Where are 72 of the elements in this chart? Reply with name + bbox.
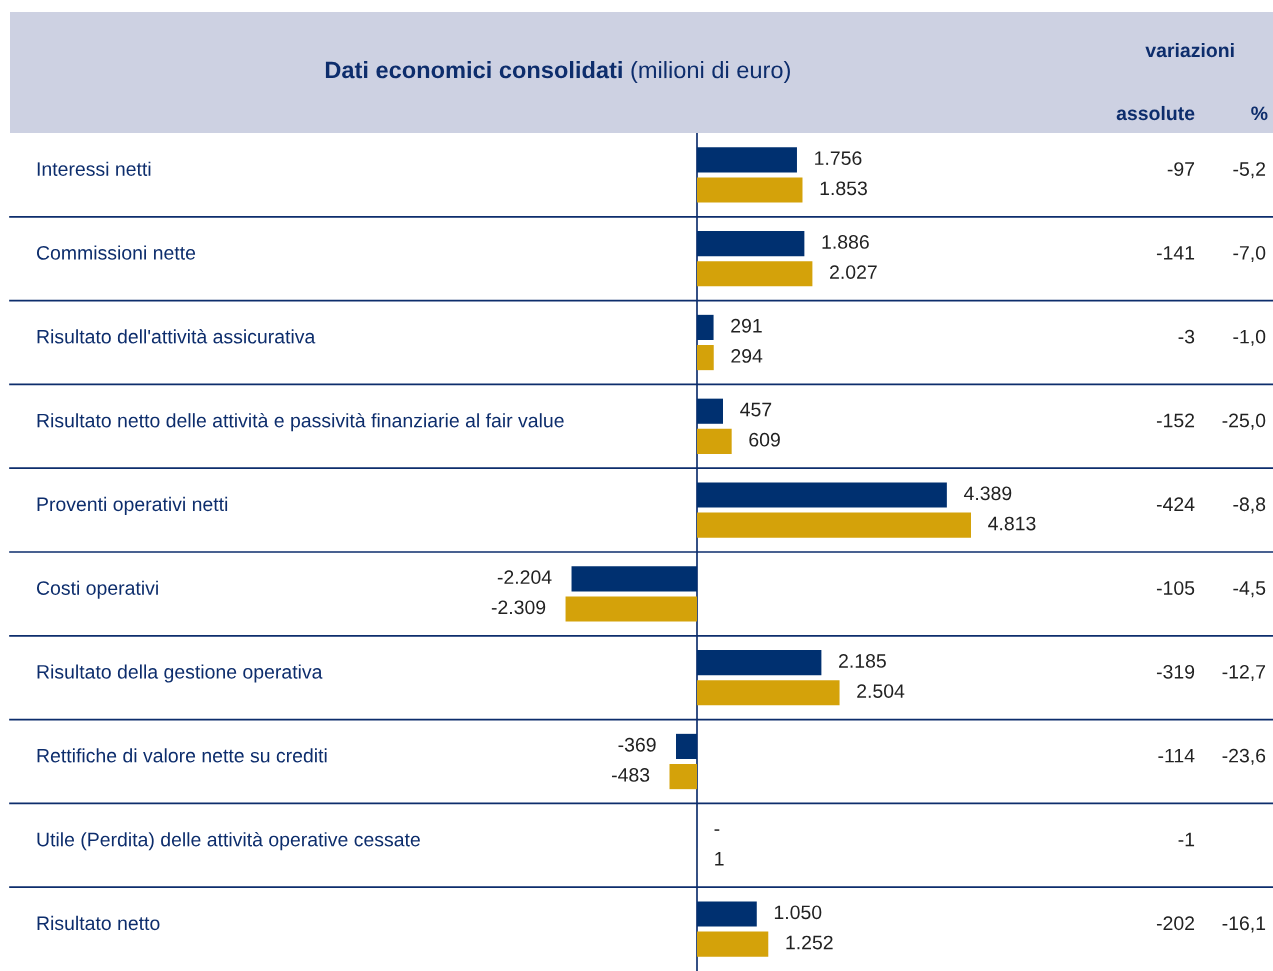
data-label: 1: [715, 852, 724, 866]
text: -3: [1178, 329, 1195, 344]
text: -114: [1158, 748, 1195, 763]
text: -4,5: [1233, 581, 1266, 598]
data-label: 1.252: [786, 935, 833, 950]
text: -25,0: [1222, 413, 1266, 430]
text: -16,1: [1222, 916, 1266, 933]
y-tick-label: Proventi operativi netti: [37, 496, 228, 515]
bar: [697, 482, 947, 508]
text: -7,0: [1233, 245, 1266, 263]
text: -97: [1167, 162, 1195, 176]
text: -12,7: [1222, 664, 1266, 682]
y-tick-label: Utile (Perdita) delle attività operative cessate: [37, 831, 420, 851]
text: -: [714, 829, 720, 831]
data-label: 1.853: [820, 181, 867, 196]
bar: [697, 177, 803, 203]
data-label: 4.813: [988, 516, 1036, 531]
bar: [697, 650, 822, 676]
data-label: 291: [731, 318, 762, 333]
text: -202: [1156, 916, 1195, 931]
text: -5,2: [1233, 162, 1266, 179]
bar: [697, 398, 724, 424]
text: -319: [1156, 664, 1195, 679]
text: -8,8: [1233, 497, 1266, 514]
text: -424: [1156, 497, 1195, 511]
chart-title: Dati economici consolidati: [325, 61, 622, 79]
bar: [697, 512, 971, 538]
bar: [669, 764, 697, 790]
bar: [697, 147, 797, 173]
text: variazioni: [1145, 42, 1234, 58]
data-label: 1.050: [774, 905, 822, 920]
y-tick-label: Interessi netti: [37, 161, 151, 176]
data-label: -2.204: [497, 570, 552, 585]
data-label: 1.886: [822, 235, 869, 249]
y-tick-label: Rettifiche di valore nette su crediti: [37, 748, 327, 763]
data-label: 4.389: [963, 486, 1012, 501]
bar: [697, 428, 732, 454]
data-label: 2.185: [839, 654, 886, 668]
y-tick-label: Risultato netto delle attività e passività finanziarie al fair value: [37, 412, 564, 432]
bar: [675, 733, 697, 759]
data-label: 1.756: [815, 151, 862, 166]
text: -1: [1178, 832, 1195, 847]
y-tick-label: Risultato della gestione operativa: [37, 664, 323, 683]
bar: [697, 231, 805, 257]
text: -1,0: [1233, 329, 1266, 346]
bar: [565, 596, 697, 622]
y-tick-label: Risultato netto: [37, 915, 160, 931]
bar: [697, 680, 840, 706]
y-tick-label: Costi operativi: [36, 580, 158, 599]
text: -152: [1156, 413, 1195, 428]
y-tick-label: Risultato dell'attività assicurativa: [37, 329, 316, 344]
bar: [697, 931, 769, 957]
text: -105: [1156, 581, 1195, 595]
bar: [571, 566, 697, 592]
text: %: [1251, 106, 1268, 121]
bar: [697, 261, 813, 287]
data-label: -2.309: [491, 600, 546, 615]
data-label: 294: [731, 349, 763, 363]
text: -141: [1156, 246, 1195, 260]
data-label: 457: [740, 402, 772, 417]
text: -23,6: [1222, 748, 1266, 765]
y-tick-label: Commissioni nette: [36, 245, 196, 260]
data-label: 2.027: [830, 265, 877, 279]
data-label: 609: [749, 432, 780, 447]
chart-subtitle: (milioni di euro): [631, 61, 790, 83]
bar: [697, 345, 714, 371]
data-label: -369: [618, 737, 656, 752]
data-label: 2.504: [857, 684, 905, 698]
data-label: -483: [612, 768, 650, 782]
bar: [697, 901, 757, 927]
text: assolute: [1116, 105, 1195, 121]
bar: [697, 314, 714, 340]
